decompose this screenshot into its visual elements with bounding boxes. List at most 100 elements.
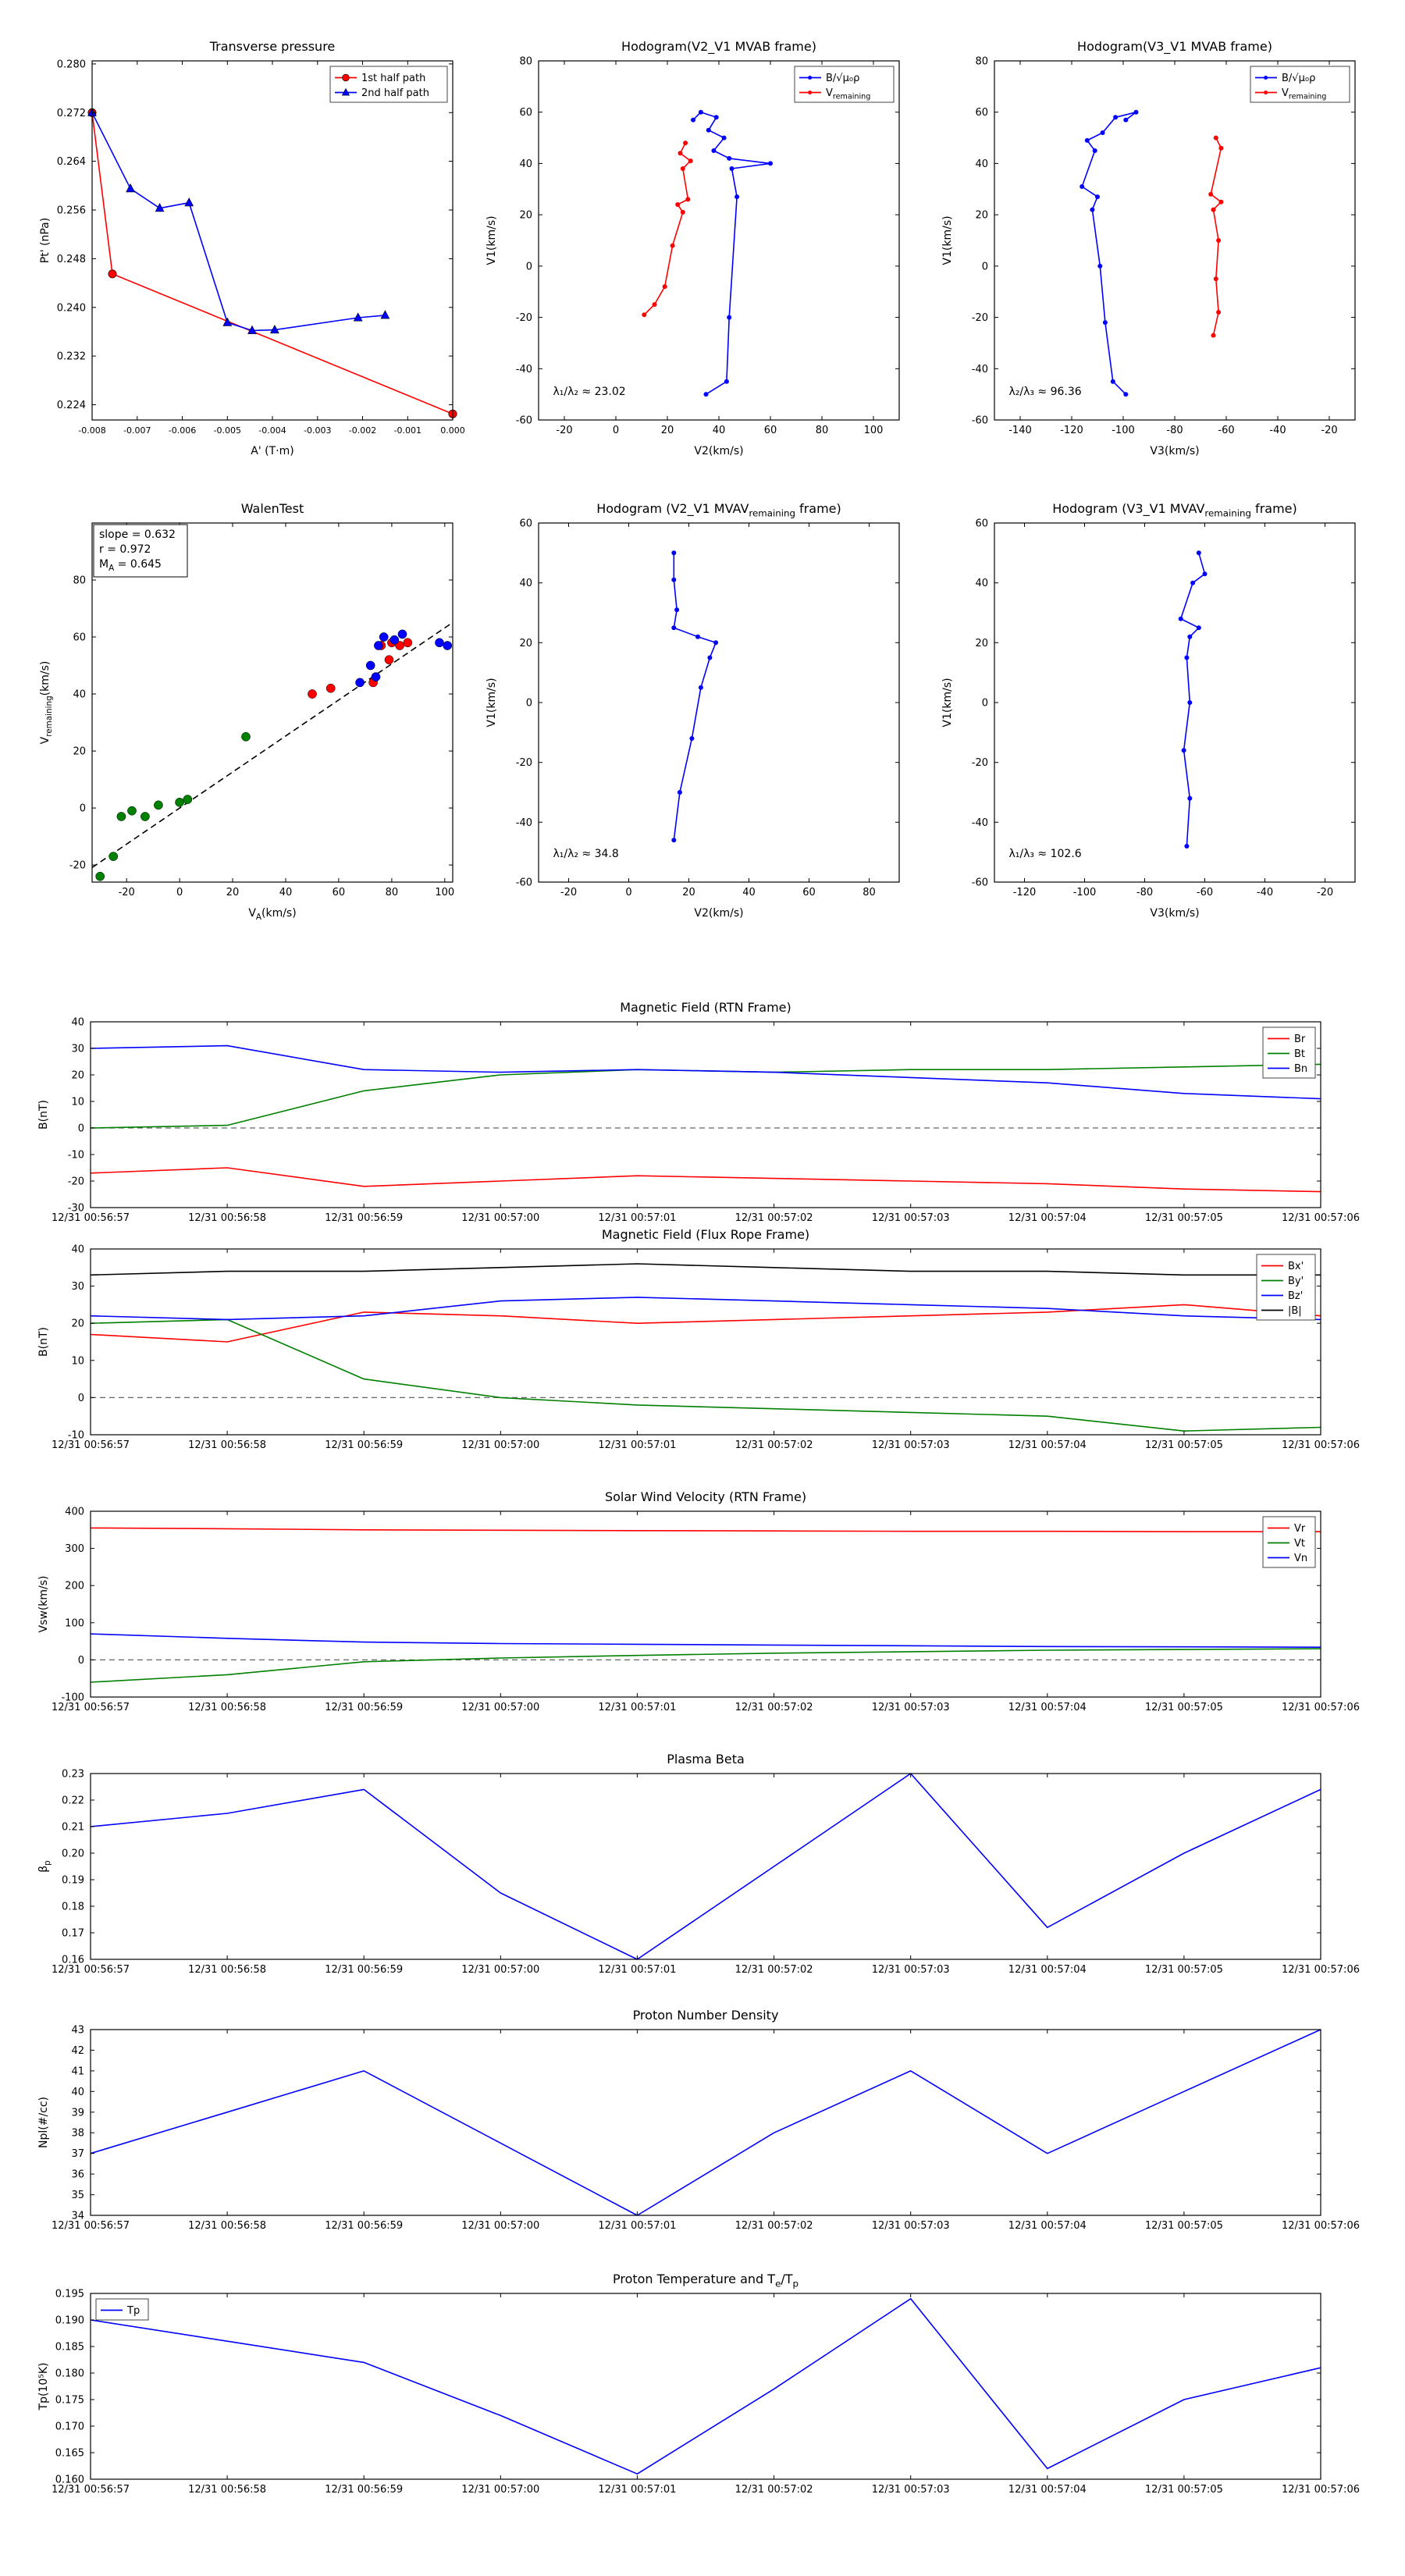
chart-svg: -20 0 20 40 60 80 -60 -40 -20 0 20 40 60 Hodogram (V2… — [486, 501, 900, 920]
svg-text:0.165: 0.165 — [55, 2448, 84, 2460]
svg-text:0.21: 0.21 — [62, 1822, 84, 1834]
svg-text:12/31 00:56:59: 12/31 00:56:59 — [325, 2484, 403, 2496]
svg-text:0: 0 — [78, 1393, 84, 1404]
svg-text:λ₁/λ₃ ≈ 102.6: λ₁/λ₃ ≈ 102.6 — [1008, 848, 1081, 860]
svg-text:12/31 00:57:02: 12/31 00:57:02 — [735, 2484, 813, 2496]
svg-text:20: 20 — [975, 210, 988, 222]
svg-text:0.20: 0.20 — [62, 1848, 84, 1860]
svg-text:30: 30 — [71, 1281, 84, 1293]
svg-text:Proton Temperature and Te/Tp: Proton Temperature and Te/Tp — [613, 2272, 799, 2289]
svg-text:2nd half path: 2nd half path — [361, 87, 429, 99]
svg-text:40: 40 — [713, 425, 726, 436]
chart-svg: 12/31 00:56:57 12/31 00:56:58 12/31 00:56:… — [37, 1000, 1360, 1224]
svg-text:12/31 00:57:00: 12/31 00:57:00 — [461, 2484, 539, 2496]
svg-text:V1(km/s): V1(km/s) — [941, 215, 954, 265]
svg-text:V1(km/s): V1(km/s) — [486, 678, 498, 727]
svg-text:20: 20 — [226, 887, 240, 898]
svg-text:12/31 00:56:57: 12/31 00:56:57 — [52, 1964, 130, 1976]
svg-text:-140: -140 — [1008, 425, 1032, 436]
svg-text:0: 0 — [613, 425, 619, 436]
svg-text:-120: -120 — [1013, 887, 1037, 898]
svg-text:V1(km/s): V1(km/s) — [486, 215, 498, 265]
svg-text:0.23: 0.23 — [62, 1769, 84, 1781]
svg-text:12/31 00:57:05: 12/31 00:57:05 — [1145, 1964, 1223, 1976]
svg-text:-80: -80 — [1136, 887, 1153, 898]
svg-text:12/31 00:57:05: 12/31 00:57:05 — [1145, 1212, 1223, 1224]
svg-text:-10: -10 — [68, 1430, 84, 1442]
svg-text:80: 80 — [975, 56, 988, 68]
svg-text:-20: -20 — [516, 312, 532, 324]
svg-text:WalenTest: WalenTest — [241, 501, 304, 516]
chart-svg: -20 0 20 40 60 80 100 -60 -40 -20 0 20 40 60 80 Hodogra… — [486, 39, 900, 457]
svg-text:-60: -60 — [1197, 887, 1213, 898]
svg-text:-0.006: -0.006 — [169, 425, 196, 436]
svg-text:Solar Wind Velocity (RTN Frame: Solar Wind Velocity (RTN Frame) — [605, 1489, 806, 1504]
svg-text:0.256: 0.256 — [57, 205, 86, 217]
svg-text:12/31 00:57:06: 12/31 00:57:06 — [1282, 1964, 1360, 1976]
chart-walen-test: -20 0 20 40 60 80 100 -20 0 20 40 60 80 WalenTest VA(k… — [31, 490, 467, 927]
svg-text:12/31 00:57:03: 12/31 00:57:03 — [872, 1964, 950, 1976]
svg-text:12/31 00:57:04: 12/31 00:57:04 — [1008, 2220, 1087, 2232]
svg-text:40: 40 — [71, 1017, 84, 1029]
svg-text:10: 10 — [71, 1355, 84, 1367]
svg-text:λ₂/λ₃ ≈ 96.36: λ₂/λ₃ ≈ 96.36 — [1008, 386, 1081, 398]
svg-text:12/31 00:57:00: 12/31 00:57:00 — [461, 1702, 539, 1713]
svg-text:-20: -20 — [68, 1176, 84, 1188]
svg-text:12/31 00:57:06: 12/31 00:57:06 — [1282, 1212, 1360, 1224]
chart-hodogram-v3v1-mvab: -140 -120 -100 -80 -60 -40 -20 -60 -40 -20 0 20 40 60… — [934, 28, 1369, 465]
svg-text:-20: -20 — [972, 757, 988, 769]
chart-proton-temperature: 12/31 00:56:57 12/31 00:56:58 12/31 00:56:… — [30, 2267, 1375, 2507]
svg-text:12/31 00:57:03: 12/31 00:57:03 — [872, 1439, 950, 1451]
svg-text:12/31 00:57:03: 12/31 00:57:03 — [872, 1702, 950, 1713]
svg-text:|B|: |B| — [1288, 1305, 1302, 1317]
svg-text:-80: -80 — [1166, 425, 1183, 436]
svg-text:-0.007: -0.007 — [123, 425, 151, 436]
svg-text:Vremaining(km/s): Vremaining(km/s) — [39, 661, 54, 745]
svg-text:400: 400 — [65, 1507, 84, 1518]
svg-text:-40: -40 — [1269, 425, 1286, 436]
svg-text:12/31 00:57:03: 12/31 00:57:03 — [872, 1212, 950, 1224]
svg-text:0.248: 0.248 — [57, 254, 86, 265]
svg-text:12/31 00:56:59: 12/31 00:56:59 — [325, 1212, 403, 1224]
svg-text:-100: -100 — [1112, 425, 1135, 436]
svg-text:VA(km/s): VA(km/s) — [248, 907, 296, 922]
svg-text:0.170: 0.170 — [55, 2421, 84, 2433]
chart-magnetic-field-fluxrope: 12/31 00:56:57 12/31 00:56:58 12/31 00:56:… — [30, 1222, 1375, 1463]
svg-text:0.185: 0.185 — [55, 2342, 84, 2354]
svg-text:-60: -60 — [1218, 425, 1234, 436]
svg-text:-20: -20 — [119, 887, 135, 898]
svg-text:12/31 00:57:05: 12/31 00:57:05 — [1145, 1439, 1223, 1451]
svg-text:12/31 00:57:06: 12/31 00:57:06 — [1282, 1702, 1360, 1713]
svg-text:0.16: 0.16 — [62, 1955, 84, 1966]
svg-text:20: 20 — [661, 425, 674, 436]
svg-text:60: 60 — [333, 887, 346, 898]
svg-text:0.224: 0.224 — [57, 400, 86, 411]
svg-text:Plasma Beta: Plasma Beta — [667, 1752, 745, 1767]
svg-text:-10: -10 — [68, 1150, 84, 1162]
svg-text:12/31 00:57:00: 12/31 00:57:00 — [461, 1964, 539, 1976]
svg-text:0.272: 0.272 — [57, 108, 86, 119]
svg-text:0.190: 0.190 — [55, 2315, 84, 2327]
svg-text:12/31 00:56:57: 12/31 00:56:57 — [52, 1439, 130, 1451]
svg-text:12/31 00:57:01: 12/31 00:57:01 — [598, 1439, 676, 1451]
svg-text:-0.001: -0.001 — [394, 425, 422, 436]
svg-text:12/31 00:57:01: 12/31 00:57:01 — [598, 1964, 676, 1976]
svg-text:Vsw(km/s): Vsw(km/s) — [37, 1575, 50, 1632]
svg-text:Hodogram(V2_V1 MVAB frame): Hodogram(V2_V1 MVAB frame) — [621, 39, 816, 55]
svg-text:12/31 00:57:02: 12/31 00:57:02 — [735, 1212, 813, 1224]
svg-text:12/31 00:57:04: 12/31 00:57:04 — [1008, 1439, 1087, 1451]
svg-text:-0.004: -0.004 — [258, 425, 286, 436]
svg-text:40: 40 — [71, 2087, 84, 2098]
chart-hodogram-v2v1-mvab: -20 0 20 40 60 80 100 -60 -40 -20 0 20 40 60 80 Hodogra… — [478, 28, 913, 465]
svg-text:-20: -20 — [69, 860, 86, 872]
svg-text:Bt: Bt — [1294, 1048, 1305, 1060]
svg-text:60: 60 — [519, 518, 532, 530]
svg-text:λ₁/λ₂ ≈ 34.8: λ₁/λ₂ ≈ 34.8 — [553, 848, 618, 860]
chart-svg: -120 -100 -80 -60 -40 -20 -60 -40 -20 0 20 40 60 Hodo… — [941, 501, 1356, 920]
svg-text:12/31 00:56:58: 12/31 00:56:58 — [188, 2220, 266, 2232]
svg-text:-20: -20 — [1321, 425, 1337, 436]
svg-text:Vremaining: Vremaining — [1282, 87, 1326, 101]
svg-text:-40: -40 — [516, 817, 532, 829]
svg-text:12/31 00:57:03: 12/31 00:57:03 — [872, 2484, 950, 2496]
